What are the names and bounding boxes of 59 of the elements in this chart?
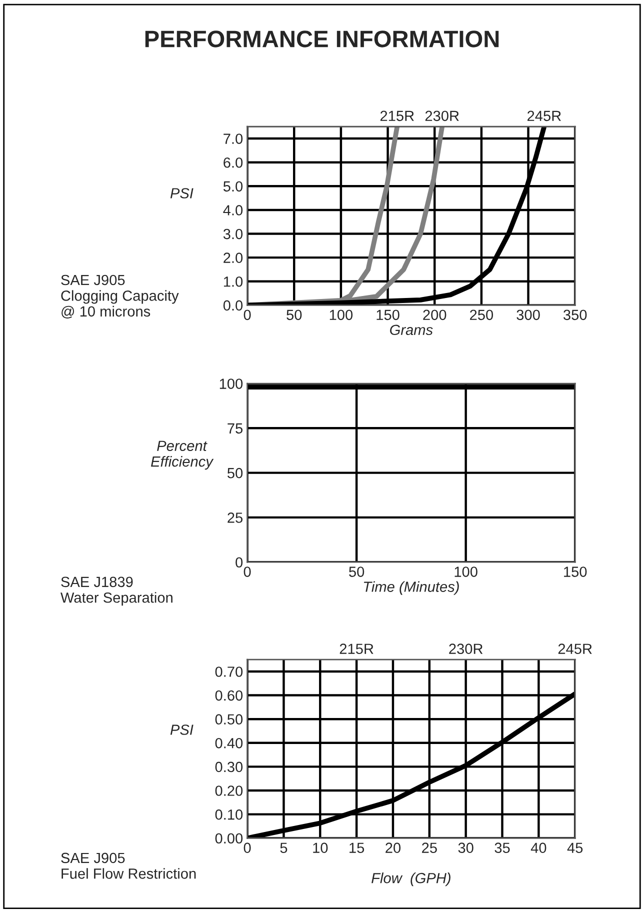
y-tick-label: 7.0: [224, 134, 243, 144]
x-tick-label: 250: [470, 310, 494, 320]
x-tick-label: 0: [244, 842, 251, 853]
y-tick-label: 3.0: [223, 228, 243, 240]
x-axis-title: Grams: [390, 324, 433, 336]
x-tick-label: 10: [313, 842, 328, 853]
y-tick-label: 0.50: [215, 714, 243, 725]
series-label: 245R: [527, 110, 561, 122]
x-tick-label: 30: [458, 842, 474, 853]
y-tick-label: 0.10: [215, 809, 243, 820]
y-tick-label: 75: [228, 423, 243, 434]
x-tick-label: 40: [530, 842, 546, 853]
y-tick-label: 0.60: [215, 690, 243, 701]
x-axis-title: Time (Minutes): [364, 581, 459, 595]
y-tick-label: 25: [228, 512, 243, 523]
x-tick-label: 5: [280, 842, 288, 853]
y-tick-label: 4.0: [223, 205, 243, 216]
y-tick-label: 0.20: [215, 786, 243, 796]
x-tick-label: 50: [286, 310, 302, 320]
y-tick-label: 50: [227, 468, 243, 478]
text: SAE J1839 Water Separation: [60, 576, 172, 606]
text: 245R: [558, 644, 592, 654]
y-tick-label: 5.0: [223, 181, 243, 192]
y-tick-label: 0.70: [215, 666, 243, 677]
x-tick-label: 50: [349, 566, 364, 577]
x-tick-label: 25: [422, 842, 437, 853]
y-tick-label: 1.0: [224, 276, 243, 287]
x-tick-label: 0: [244, 566, 251, 577]
y-axis-title: Percent Efficiency: [150, 440, 214, 470]
y-axis-title: PSI: [170, 188, 194, 198]
x-tick-label: 100: [330, 310, 353, 320]
y-tick-label: 0.00: [215, 833, 243, 844]
series-label: 230R: [425, 110, 459, 122]
text: SAE J905 Fuel Flow Restriction: [61, 852, 196, 879]
y-axis-title: PSI: [170, 724, 194, 735]
x-tick-label: 300: [516, 310, 540, 320]
x-tick-label: 45: [567, 842, 583, 853]
x-tick-label: 150: [376, 310, 400, 320]
y-tick-label: 6.0: [224, 157, 243, 168]
y-tick-label: 0.40: [215, 738, 243, 748]
x-tick-label: 35: [494, 842, 510, 853]
y-tick-label: 0.0: [223, 300, 243, 311]
x-tick-label: 350: [563, 310, 587, 320]
x-tick-label: 15: [350, 842, 364, 853]
chart-title: PERFORMANCE INFORMATION: [145, 30, 499, 48]
x-tick-label: 150: [564, 566, 587, 577]
y-tick-label: 0: [236, 557, 243, 568]
y-tick-label: 100: [220, 378, 243, 389]
x-tick-label: 100: [454, 566, 478, 577]
text: 230R: [449, 644, 483, 654]
y-tick-label: 0.30: [215, 762, 243, 772]
x-tick-label: 20: [386, 842, 401, 853]
x-tick-label: 0: [244, 310, 251, 320]
x-tick-label: 200: [423, 310, 446, 320]
series-label: 215R: [380, 110, 414, 122]
text: SAE J905 Clogging Capacity @ 10 microns: [61, 274, 179, 318]
y-tick-label: 2.0: [224, 252, 243, 263]
x-axis-title: Flow (GPH): [372, 872, 450, 886]
text: 215R: [340, 644, 374, 654]
